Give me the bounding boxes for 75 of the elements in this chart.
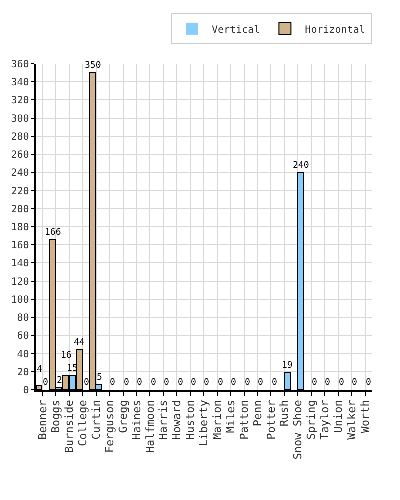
data-label: 2 (57, 376, 62, 386)
x-tick-label: Huston (184, 400, 198, 440)
data-label: 16 (61, 351, 72, 361)
y-tick-label: 260 (11, 150, 30, 162)
x-tick-label: Walker (345, 400, 358, 440)
data-label: 0 (325, 378, 330, 388)
x-tick-label: Harris (157, 400, 170, 440)
data-label: 0 (218, 378, 224, 388)
data-label: 0 (352, 378, 358, 388)
y-tick-label: 300 (11, 114, 30, 125)
data-label: 0 (151, 378, 156, 388)
y-tick-label: 200 (11, 204, 30, 216)
x-tick-label: Liberty (198, 400, 211, 447)
x-tick-label: Rush (278, 400, 292, 427)
x-tick-label: Snow Shoe (292, 400, 305, 460)
x-tick-label: Gregg (116, 400, 130, 434)
y-tick-label: 280 (11, 132, 30, 143)
legend-label: Horizontal (305, 24, 366, 36)
x-tick-label: College (76, 400, 90, 447)
data-label: 240 (293, 161, 310, 171)
x-tick-label: Benner (36, 400, 50, 440)
x-tick-label: Burnside (63, 400, 76, 454)
data-label: 0 (164, 378, 170, 388)
legend-label: Vertical (212, 24, 260, 36)
y-tick-label: 120 (11, 276, 30, 288)
y-tick-label: 140 (11, 258, 30, 270)
x-tick-label: Miles (224, 400, 238, 434)
y-tick-label: 220 (11, 186, 30, 198)
x-tick-label: Marion (211, 400, 224, 440)
data-label: 0 (366, 378, 372, 388)
data-label: 19 (282, 361, 293, 371)
data-label: 44 (74, 338, 85, 348)
y-tick-label: 40 (17, 349, 30, 360)
y-tick-label: 80 (17, 313, 30, 324)
y-tick-label: 340 (11, 78, 30, 89)
x-tick-label: Taylor (318, 400, 332, 440)
y-tick-label: 20 (17, 367, 30, 378)
y-tick-label: 60 (17, 331, 30, 342)
x-tick-label: Boggs (50, 400, 63, 434)
data-label: 5 (97, 373, 102, 383)
x-tick-label: Halfmoon (144, 400, 157, 454)
x-tick-label: Potter (264, 400, 278, 440)
x-tick-label: Curtin (90, 400, 104, 440)
data-label: 0 (191, 378, 196, 388)
data-label: 0 (312, 378, 318, 388)
data-label: 350 (85, 61, 102, 71)
x-tick-label: Penn (251, 400, 264, 427)
x-tick-label: Haines (130, 400, 144, 440)
y-tick-label: 160 (11, 240, 30, 252)
x-tick-label: Howard (170, 400, 184, 440)
x-tick-label: Spring (305, 400, 318, 440)
x-tick-label: Patton (238, 400, 251, 440)
x-tick-label: Union (332, 400, 345, 434)
data-label: 0 (110, 378, 116, 388)
y-tick-label: 240 (11, 168, 30, 180)
data-label: 0 (124, 378, 130, 388)
data-label: 0 (245, 378, 250, 388)
y-tick-label: 360 (11, 60, 30, 70)
y-tick-label: 100 (11, 294, 30, 306)
data-label: 166 (45, 228, 62, 238)
data-label: 0 (339, 378, 344, 388)
data-label: 4 (37, 365, 42, 375)
y-tick-label: 0 (23, 386, 30, 396)
data-label: 0 (178, 378, 184, 388)
y-tick-label: 180 (11, 222, 30, 234)
data-label: 0 (204, 378, 210, 388)
data-label: 0 (84, 378, 90, 388)
x-tick-label: Worth (358, 400, 372, 434)
data-label: 0 (231, 378, 236, 388)
data-label: 0 (272, 378, 278, 388)
data-label: 0 (43, 378, 48, 388)
y-tick-label: 320 (11, 96, 30, 107)
x-tick-label: Ferguson (103, 400, 116, 454)
data-label: 0 (137, 378, 142, 388)
data-label: 0 (258, 378, 264, 388)
